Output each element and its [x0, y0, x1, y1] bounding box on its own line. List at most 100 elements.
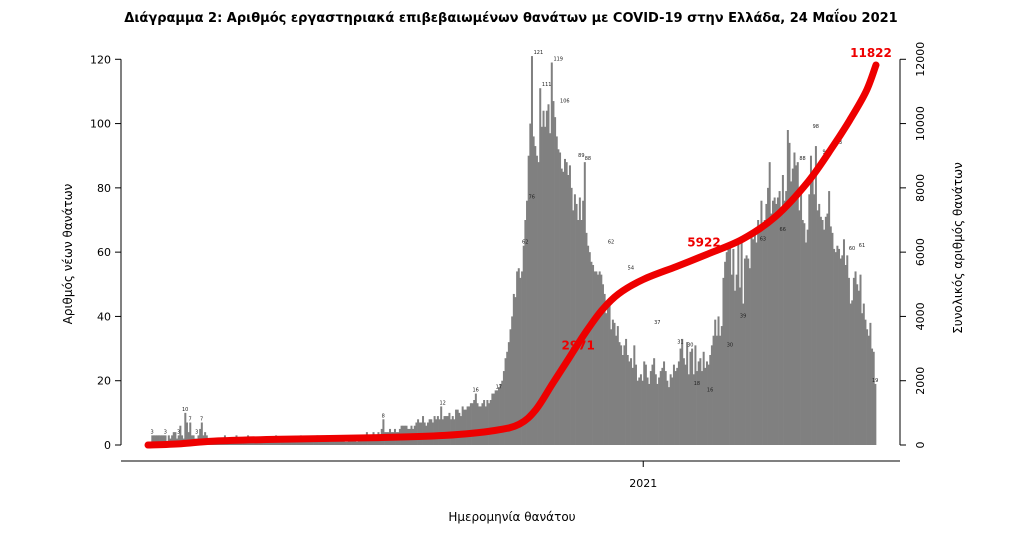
- bar: [554, 117, 557, 445]
- right-axis-tick-label: 6000: [914, 238, 927, 266]
- bar: [443, 416, 446, 445]
- bar: [755, 242, 758, 445]
- bar: [544, 126, 547, 445]
- bar: [851, 300, 854, 445]
- bar: [526, 200, 529, 445]
- bar: [177, 435, 180, 445]
- bar: [866, 329, 869, 445]
- bar-data-label: 60: [849, 246, 855, 252]
- bar: [583, 162, 586, 445]
- bar-data-label: 17: [496, 384, 502, 390]
- bar: [623, 345, 626, 445]
- bar: [839, 258, 842, 445]
- bar: [636, 380, 639, 445]
- bar-data-label: 119: [553, 57, 563, 63]
- bar: [171, 435, 174, 445]
- bar: [346, 441, 349, 445]
- bar: [468, 406, 471, 445]
- y-axis-label: Αριθμός νέων θανάτων: [61, 183, 75, 324]
- bar: [798, 210, 801, 445]
- bar: [661, 367, 664, 445]
- bar: [560, 168, 563, 445]
- bar: [595, 271, 598, 445]
- bar: [174, 432, 177, 445]
- bar: [606, 300, 609, 445]
- bar: [567, 175, 570, 445]
- bar: [681, 338, 684, 445]
- bar: [555, 136, 558, 445]
- bar: [745, 255, 748, 445]
- bar: [519, 277, 522, 445]
- bar: [643, 361, 646, 445]
- bar: [757, 220, 760, 445]
- bar: [833, 248, 836, 445]
- bar: [691, 348, 694, 445]
- bar-data-label: 8: [382, 413, 385, 419]
- bar: [658, 377, 661, 445]
- bar: [461, 406, 464, 445]
- bars-layer: [151, 56, 877, 446]
- bar: [577, 220, 580, 445]
- bar-data-label: 7: [200, 417, 203, 423]
- bar: [730, 274, 733, 445]
- bar: [854, 271, 857, 445]
- bar: [189, 422, 192, 445]
- bar-data-label: 3: [177, 429, 180, 435]
- bar: [597, 274, 600, 445]
- bar: [846, 255, 849, 445]
- bar: [752, 239, 755, 445]
- bar-data-label: 89: [578, 153, 584, 159]
- bar-data-label: 63: [760, 237, 766, 243]
- bar: [593, 271, 596, 445]
- bar: [501, 380, 504, 445]
- bar-data-label: 62: [608, 240, 614, 246]
- bar-data-label: 10: [182, 407, 188, 413]
- bar: [314, 441, 317, 445]
- bar: [805, 242, 808, 445]
- right-axis: 0 2000 4000 6000 8000 10000 12000: [899, 42, 927, 449]
- bar: [676, 367, 679, 445]
- bar: [634, 364, 637, 445]
- bar: [585, 232, 588, 445]
- bar: [354, 438, 357, 445]
- bar: [588, 252, 591, 445]
- bar: [359, 438, 362, 445]
- bar: [613, 322, 616, 445]
- bar: [791, 168, 794, 445]
- bar: [448, 412, 451, 445]
- bar: [758, 229, 761, 445]
- bar-data-label: 62: [522, 240, 528, 246]
- bar: [714, 319, 717, 445]
- bar: [440, 406, 443, 445]
- bar: [856, 284, 859, 445]
- bar: [156, 435, 159, 445]
- bar: [608, 303, 611, 445]
- bar: [785, 191, 788, 445]
- bar: [464, 409, 467, 445]
- bar: [187, 432, 190, 445]
- bar: [382, 419, 385, 445]
- bar: [735, 274, 738, 445]
- right-axis-tick-label: 2000: [914, 367, 927, 395]
- bar: [729, 242, 732, 445]
- bar: [172, 432, 175, 445]
- bar: [527, 155, 530, 445]
- bar: [357, 438, 360, 445]
- bar: [829, 226, 832, 445]
- bar: [568, 165, 571, 446]
- bar: [816, 210, 819, 445]
- bar: [514, 297, 517, 445]
- bar: [727, 245, 730, 445]
- bar: [790, 181, 793, 445]
- bar: [603, 293, 606, 445]
- bar: [767, 187, 770, 446]
- bar: [803, 223, 806, 445]
- bar: [699, 358, 702, 445]
- bar: [857, 290, 860, 445]
- bar: [734, 290, 737, 445]
- left-axis-tick-label: 0: [104, 439, 111, 452]
- bar-data-label: 111: [542, 82, 552, 88]
- bar: [151, 435, 154, 445]
- bar: [478, 406, 481, 445]
- bar: [743, 258, 746, 445]
